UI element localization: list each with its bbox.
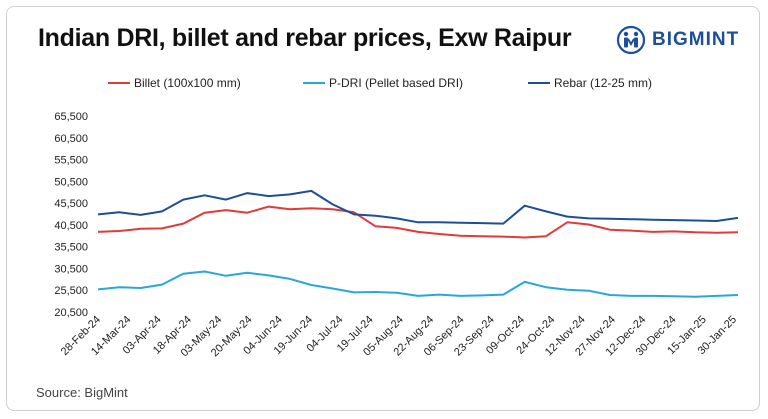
chart-legend: Billet (100x100 mm) P-DRI (Pellet based …: [0, 76, 768, 94]
y-tick-label: 30,500: [54, 263, 88, 275]
y-tick-label: 35,500: [54, 242, 88, 254]
y-tick-label: 60,500: [54, 133, 88, 145]
y-tick-label: 50,500: [54, 176, 88, 188]
legend-label-billet: Billet (100x100 mm): [134, 76, 241, 90]
chart-frame: [6, 6, 760, 411]
legend-swatch-billet: [108, 82, 130, 84]
y-tick-label: 40,500: [54, 220, 88, 232]
series-line-rebar[interactable]: [97, 189, 739, 225]
y-tick-label: 20,500: [54, 307, 88, 319]
legend-item-pdri[interactable]: P-DRI (Pellet based DRI): [303, 76, 463, 90]
legend-swatch-pdri: [303, 82, 325, 84]
y-tick-label: 55,500: [54, 155, 88, 167]
bigmint-logo: BIGMINT: [616, 24, 739, 56]
legend-swatch-rebar: [528, 82, 550, 84]
series-line-billet[interactable]: [97, 205, 739, 239]
y-tick-label: 45,500: [54, 198, 88, 210]
chart-title: Indian DRI, billet and rebar prices, Exw…: [38, 24, 572, 52]
bigmint-logo-icon: [616, 25, 646, 55]
legend-item-rebar[interactable]: Rebar (12-25 mm): [528, 76, 652, 90]
legend-label-rebar: Rebar (12-25 mm): [554, 76, 653, 90]
bigmint-logo-text: BIGMINT: [652, 29, 740, 50]
series-line-pdri[interactable]: [97, 270, 739, 298]
y-tick-label: 25,500: [54, 285, 88, 297]
y-axis: 65,500 60,500 55,500 50,500 45,500 40,500 35,5…: [54, 111, 88, 319]
legend-label-pdri: P-DRI (Pellet based DRI): [329, 76, 464, 90]
source-note: Source: BigMint: [36, 385, 128, 400]
series-lines: [97, 189, 739, 298]
legend-item-billet[interactable]: Billet (100x100 mm): [108, 76, 241, 90]
x-axis: 28-Feb-2414-Mar-2403-Apr-2418-Apr-2403-M…: [59, 314, 739, 360]
y-tick-label: 65,500: [54, 111, 88, 123]
